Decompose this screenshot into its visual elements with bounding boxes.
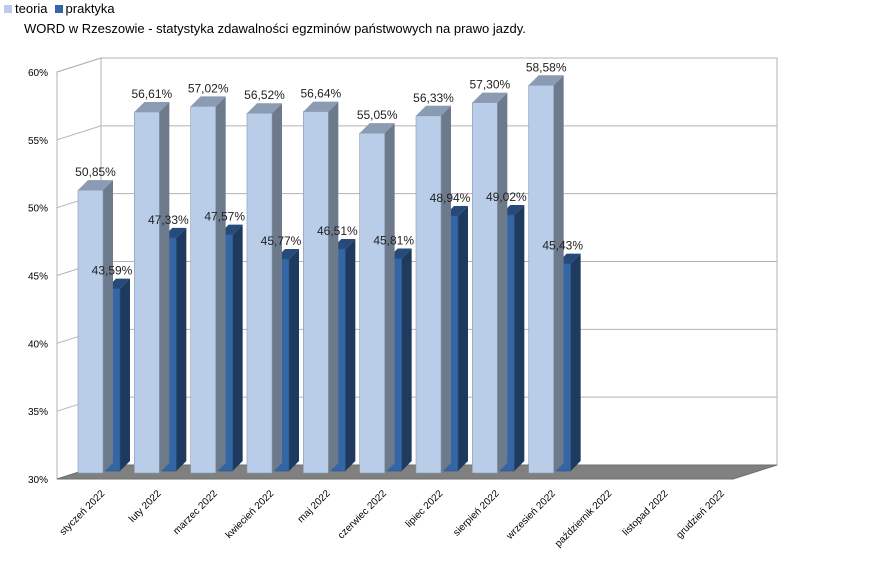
x-tick-label: czerwiec 2022 bbox=[336, 488, 389, 541]
x-tick-label: lipiec 2022 bbox=[404, 488, 446, 530]
y-tick-label: 55% bbox=[28, 136, 48, 147]
bar-teoria bbox=[359, 132, 385, 474]
data-label-teoria: 57,30% bbox=[469, 78, 510, 92]
bar-teoria bbox=[246, 112, 273, 474]
bar-teoria-side bbox=[441, 105, 451, 473]
x-tick-label: grudzień 2022 bbox=[674, 488, 727, 541]
data-label-teoria: 56,61% bbox=[131, 87, 172, 101]
data-label-praktyka: 47,57% bbox=[204, 210, 245, 224]
data-label-teoria: 56,33% bbox=[413, 91, 454, 105]
x-tick-label: kwiecień 2022 bbox=[224, 488, 277, 541]
bar-teoria-top bbox=[416, 105, 451, 116]
bar-teoria-side bbox=[553, 75, 564, 474]
bar-teoria bbox=[472, 102, 498, 474]
x-tick-label: marzec 2022 bbox=[171, 488, 220, 537]
data-label-teoria: 56,52% bbox=[244, 88, 285, 102]
data-label-teoria: 50,85% bbox=[75, 165, 116, 179]
x-tick-label: sierpień 2022 bbox=[451, 488, 502, 539]
data-label-praktyka: 49,02% bbox=[486, 190, 527, 204]
bar-teoria-side bbox=[497, 92, 508, 473]
data-label-praktyka: 45,81% bbox=[373, 234, 414, 248]
bar-teoria bbox=[303, 111, 329, 474]
bar-praktyka-side bbox=[514, 204, 525, 471]
x-tick-label: październik 2022 bbox=[553, 488, 615, 550]
legend-swatch-praktyka bbox=[54, 4, 63, 13]
bar-teoria-top bbox=[472, 92, 508, 103]
y-tick-label: 30% bbox=[28, 475, 48, 486]
y-tick-label: 60% bbox=[28, 68, 48, 79]
bar-teoria-top bbox=[303, 101, 339, 112]
x-tick-label: maj 2022 bbox=[296, 488, 333, 525]
bar-praktyka-side bbox=[345, 239, 356, 471]
bar-teoria-top bbox=[359, 123, 395, 134]
data-label-teoria: 56,64% bbox=[300, 87, 341, 101]
legend: teoria praktyka bbox=[4, 1, 119, 16]
x-tick-label: luty 2022 bbox=[127, 488, 164, 525]
legend-swatch-teoria bbox=[4, 4, 12, 13]
bar-teoria bbox=[134, 111, 160, 474]
bar-teoria-top bbox=[78, 180, 113, 191]
bar-teoria-side bbox=[384, 123, 395, 473]
y-tick-label: 45% bbox=[28, 272, 48, 283]
bar-teoria-top bbox=[190, 96, 226, 107]
gridline-side bbox=[56, 57, 102, 73]
bar-praktyka-side bbox=[289, 249, 299, 471]
x-tick-label: listopad 2022 bbox=[621, 488, 671, 538]
y-tick-label: 40% bbox=[28, 339, 48, 350]
data-label-teoria: 57,02% bbox=[188, 81, 229, 95]
x-tick-label: styczeń 2022 bbox=[58, 488, 108, 538]
y-tick-label: 35% bbox=[28, 407, 48, 418]
bar-praktyka-side bbox=[176, 227, 187, 471]
bar-praktyka-side bbox=[401, 248, 412, 471]
bar-praktyka-side bbox=[232, 224, 243, 471]
data-label-praktyka: 45,77% bbox=[261, 234, 302, 248]
bar-praktyka-side bbox=[458, 206, 468, 471]
x-tick-label: wrzesień 2022 bbox=[504, 488, 558, 542]
data-label-praktyka: 45,43% bbox=[542, 239, 583, 253]
bar-teoria-side bbox=[159, 101, 170, 473]
chart-title: WORD w Rzeszowie - statystyka zdawalnośc… bbox=[24, 21, 526, 36]
legend-label-praktyka: praktyka bbox=[65, 1, 115, 16]
bar-teoria-side bbox=[328, 101, 339, 474]
data-label-teoria: 58,58% bbox=[526, 60, 567, 74]
data-label-praktyka: 48,94% bbox=[430, 191, 471, 205]
bar-teoria bbox=[77, 189, 104, 474]
bar-teoria-side bbox=[103, 180, 113, 473]
bar-praktyka-side bbox=[570, 253, 581, 471]
gridline-side bbox=[56, 125, 102, 141]
data-label-praktyka: 47,33% bbox=[148, 213, 189, 227]
bar-teoria bbox=[190, 106, 216, 474]
bar-teoria-side bbox=[215, 96, 226, 474]
data-label-praktyka: 46,51% bbox=[317, 224, 358, 238]
bar-teoria bbox=[528, 84, 554, 474]
data-label-teoria: 55,05% bbox=[357, 108, 398, 122]
bar-teoria-top bbox=[528, 75, 564, 86]
bar-teoria-top bbox=[134, 101, 170, 112]
data-label-praktyka: 43,59% bbox=[92, 264, 133, 278]
bar-teoria-side bbox=[272, 103, 282, 473]
bar-teoria-top bbox=[247, 103, 282, 114]
bar-teoria bbox=[415, 115, 442, 474]
y-tick-label: 50% bbox=[28, 204, 48, 215]
bar-praktyka-side bbox=[120, 278, 130, 471]
legend-label-teoria: teoria bbox=[15, 1, 48, 16]
